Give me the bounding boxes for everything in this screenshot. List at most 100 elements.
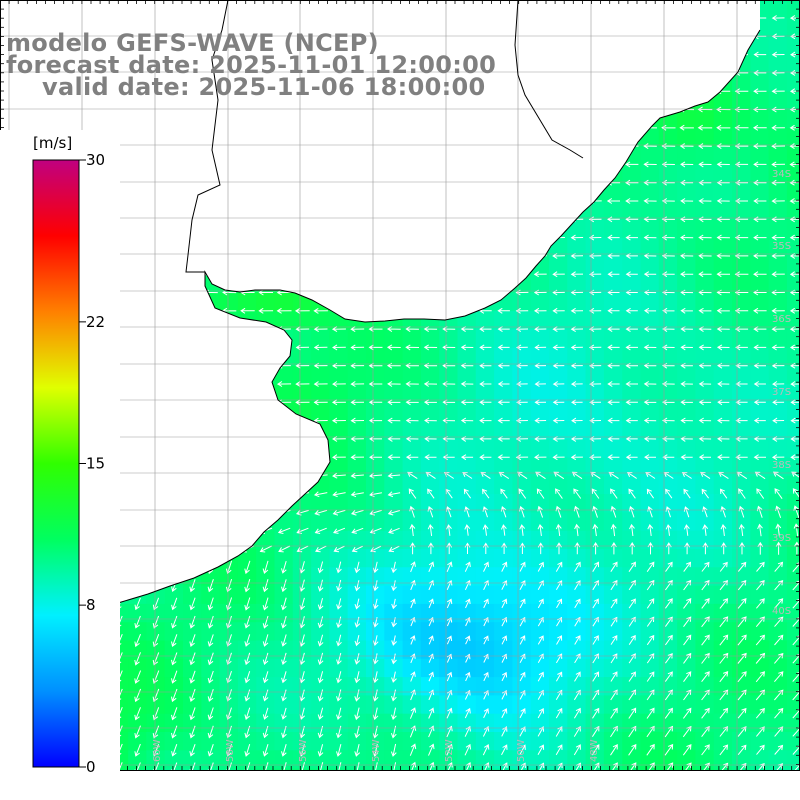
wind-speed-cell	[219, 677, 239, 696]
wind-speed-cell	[622, 329, 642, 349]
wind-arrow	[20, 15, 35, 21]
wind-arrow	[131, 454, 145, 461]
wind-arrow	[299, 616, 306, 629]
wind-speed-cell	[622, 420, 642, 440]
wind-arrow	[643, 399, 657, 406]
wind-arrow	[336, 652, 342, 665]
wind-arrow	[496, 88, 511, 95]
wind-arrow	[423, 143, 437, 150]
wind-arrow	[368, 161, 383, 168]
wind-speed-cell	[567, 146, 587, 166]
wind-arrow	[277, 271, 291, 278]
wind-arrow	[592, 561, 599, 572]
wind-arrow	[698, 326, 712, 333]
wind-speed-cell	[183, 146, 202, 166]
wind-speed-cell	[512, 420, 532, 440]
wind-speed-cell	[366, 329, 385, 349]
wind-speed-cell	[201, 603, 221, 623]
wind-speed-cell	[292, 530, 312, 550]
wind-arrow	[519, 726, 526, 737]
wind-speed-cell	[585, 677, 605, 696]
wind-speed-cell	[494, 658, 513, 678]
wind-arrow	[204, 143, 218, 150]
wind-speed-cell	[329, 201, 349, 221]
wind-arrow	[556, 635, 563, 645]
wind-arrow	[207, 615, 214, 629]
wind-speed-cell	[292, 622, 312, 642]
wind-arrow	[332, 234, 346, 241]
wind-speed-cell	[549, 384, 568, 404]
wind-arrow	[592, 523, 599, 537]
wind-arrow	[189, 560, 196, 574]
wind-speed-cell	[640, 640, 660, 660]
wind-speed-cell	[201, 585, 221, 605]
wind-arrow	[533, 88, 548, 95]
wind-arrow	[483, 708, 489, 719]
wind-speed-cell	[146, 146, 166, 166]
wind-arrow	[716, 234, 730, 241]
wind-arrow	[771, 179, 785, 186]
wind-speed-cell	[292, 475, 312, 495]
wind-speed-cell	[658, 0, 678, 19]
wind-speed-cell	[750, 109, 770, 129]
wind-arrow	[479, 344, 492, 351]
wind-arrow	[682, 707, 692, 719]
wind-arrow	[519, 635, 526, 645]
wind-speed-cell	[567, 292, 587, 312]
wind-arrow	[314, 198, 328, 204]
wind-arrow	[534, 326, 547, 333]
wind-arrow	[204, 15, 218, 21]
wind-speed-cell	[585, 164, 605, 184]
wind-speed-cell	[622, 695, 642, 715]
wind-arrow	[204, 106, 218, 113]
wind-arrow	[607, 216, 620, 223]
wind-speed-cell	[567, 91, 587, 111]
wind-speed-cell	[732, 750, 751, 770]
wind-arrow	[131, 472, 145, 479]
wind-arrow	[516, 381, 528, 387]
wind-speed-cell	[640, 164, 660, 184]
wind-arrow	[351, 527, 364, 534]
wind-arrow	[204, 344, 218, 351]
wind-arrow	[679, 143, 694, 150]
wind-arrow	[149, 271, 163, 278]
wind-arrow	[501, 635, 508, 645]
wind-arrow	[277, 216, 291, 223]
wind-arrow	[149, 198, 163, 204]
wind-speed-cell	[732, 603, 751, 623]
wind-speed-cell	[585, 146, 605, 166]
wind-speed-cell	[658, 146, 678, 166]
wind-arrow	[185, 198, 200, 204]
wind-speed-cell	[658, 201, 678, 221]
wind-speed-cell	[530, 457, 550, 477]
wind-speed-cell	[512, 384, 532, 404]
wind-speed-cell	[786, 311, 800, 330]
wind-arrow	[368, 307, 383, 314]
wind-speed-cell	[347, 750, 367, 770]
wind-speed-cell	[274, 256, 294, 276]
wind-speed-cell	[768, 36, 788, 56]
wind-arrow	[775, 541, 782, 555]
wind-arrow	[313, 307, 328, 314]
wind-speed-cell	[713, 347, 733, 367]
wind-speed-cell	[750, 311, 770, 330]
wind-speed-cell	[128, 750, 147, 770]
wind-speed-cell	[603, 109, 623, 129]
latitude-label: 36S	[772, 314, 791, 325]
wind-arrow	[610, 488, 618, 499]
wind-arrow	[207, 597, 214, 611]
wind-arrow	[679, 124, 694, 131]
wind-speed-cell	[494, 549, 513, 568]
wind-speed-cell	[677, 530, 696, 550]
wind-speed-cell	[292, 256, 312, 276]
wind-arrow	[354, 634, 361, 647]
wind-speed-cell	[475, 18, 495, 38]
wind-arrow	[314, 216, 328, 223]
wind-speed-cell	[457, 128, 477, 147]
wind-arrow	[533, 51, 547, 58]
wind-speed-cell	[274, 311, 294, 330]
wind-arrow	[244, 689, 251, 702]
wind-speed-cell	[219, 256, 239, 276]
wind-speed-cell	[457, 658, 477, 678]
